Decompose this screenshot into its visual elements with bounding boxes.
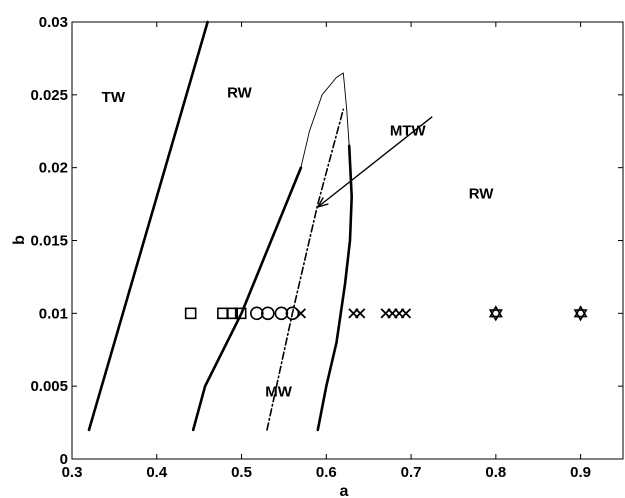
star-marker — [488, 305, 503, 322]
axes: 0.3 0.4 0.5 0.6 0.7 0.8 0.9 0 0.005 0.01 0.015 0.02… — [30, 14, 624, 481]
y-tick-label: 0.01 — [39, 305, 68, 322]
boundary-curve — [87, 20, 209, 432]
square-marker — [217, 307, 229, 320]
x-marker — [400, 308, 412, 319]
y-axis-label: b — [11, 235, 28, 245]
x-axis-label: a — [340, 483, 349, 498]
x-marker — [295, 308, 307, 319]
x-tick-label: 0.9 — [570, 464, 591, 481]
region-label: MW — [265, 383, 292, 400]
boundary-curve — [191, 166, 303, 432]
y-tick-label: 0.03 — [39, 14, 68, 31]
x-tick-label: 0.7 — [401, 464, 422, 481]
region-label: RW — [227, 85, 253, 102]
y-tick-label: 0.015 — [30, 233, 68, 250]
x-tick-label: 0.3 — [62, 464, 83, 481]
y-tick-label: 0.02 — [39, 160, 68, 177]
boundary-curve — [300, 72, 350, 169]
annotation-arrow-shaft — [317, 116, 433, 208]
y-tick-label: 0 — [60, 451, 68, 468]
y-tick-label: 0.025 — [30, 87, 68, 104]
star-marker — [573, 305, 588, 322]
region-label: RW — [469, 185, 495, 202]
x-tick-label: 0.5 — [231, 464, 252, 481]
boundary-curve — [316, 144, 354, 432]
star-marker-triangle — [488, 309, 503, 322]
x-tick-label: 0.8 — [485, 464, 506, 481]
annotation-arrow-head — [316, 197, 329, 209]
circle-marker — [285, 306, 300, 321]
square-marker — [184, 307, 197, 320]
circle-marker — [274, 306, 289, 321]
boundary-curves — [87, 20, 354, 432]
data-markers — [184, 305, 588, 322]
circle-marker — [249, 306, 264, 321]
star-marker-triangle — [573, 305, 588, 318]
x-marker — [355, 308, 366, 319]
plot-frame — [71, 21, 624, 460]
region-label: TW — [102, 89, 126, 106]
region-label: MTW — [390, 123, 427, 140]
star-marker-triangle — [488, 305, 503, 318]
boundary-curve — [266, 108, 345, 431]
y-tick-label: 0.005 — [30, 378, 68, 395]
star-marker-triangle — [573, 309, 588, 322]
x-tick-label: 0.4 — [146, 464, 168, 481]
square-marker — [234, 307, 247, 320]
x-tick-label: 0.6 — [316, 464, 337, 481]
square-marker — [226, 307, 239, 320]
region-labels: TW RW MTW RW MW — [102, 85, 495, 401]
circle-marker — [261, 306, 275, 321]
